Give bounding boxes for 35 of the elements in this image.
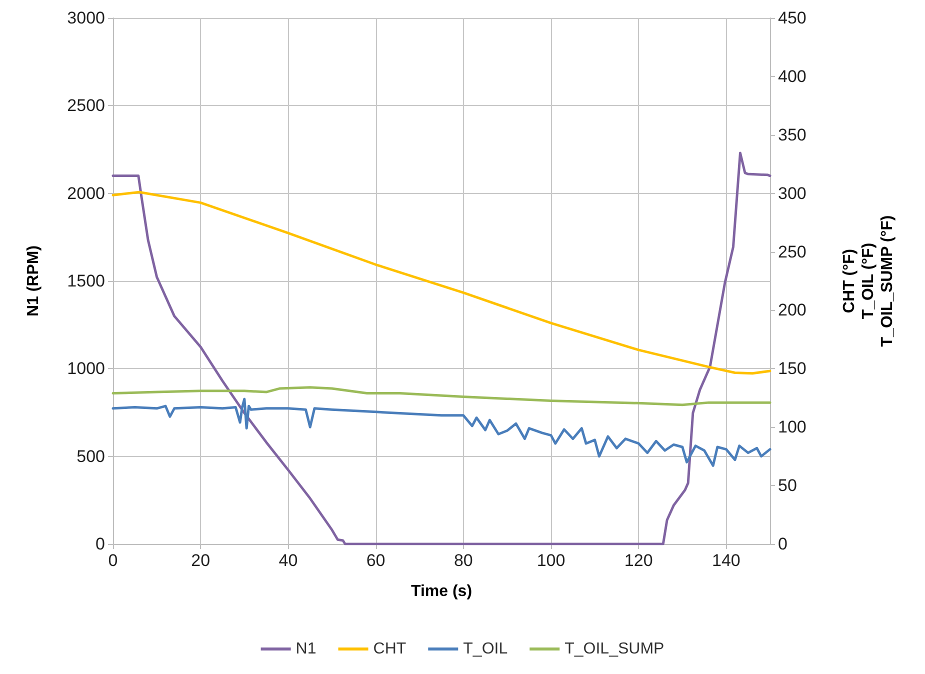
y-tick-label: 500 — [76, 446, 105, 466]
y-axis-title: N1 (RPM) — [25, 245, 42, 317]
legend-label: N1 — [296, 640, 316, 658]
y-tick-label: 2500 — [67, 96, 105, 116]
legend-label: CHT — [373, 640, 406, 658]
x-tick-label: 0 — [108, 551, 118, 570]
y2-tick-label: 450 — [778, 8, 806, 28]
line-series — [112, 190, 772, 375]
x-tick-label: 100 — [536, 551, 566, 570]
y-tick-label: 0 — [96, 534, 105, 554]
x-tick-label: 80 — [454, 551, 473, 570]
y-tick-label: 1000 — [67, 359, 105, 378]
y2-tick-label: 300 — [778, 184, 806, 203]
line-series — [112, 398, 772, 467]
x-tick-label: 60 — [366, 551, 386, 570]
x-tick-label: 140 — [712, 551, 740, 570]
y2-tick-label: 350 — [778, 125, 806, 144]
x-tick-label: 40 — [278, 551, 298, 570]
y2-tick-label: 250 — [778, 242, 806, 262]
x-tick-label: 120 — [624, 551, 653, 570]
legend-label: T_OIL — [463, 640, 508, 658]
y-tick-label: 2000 — [67, 184, 105, 203]
y2-tick-label: 400 — [778, 66, 806, 86]
y2-axis-title: CHT (°F) T_OIL (°F) T_OIL_SUMP (°F) — [841, 215, 896, 347]
line-series — [112, 386, 772, 406]
x-axis-title: Time (s) — [410, 583, 472, 600]
y2-tick-label: 200 — [778, 300, 806, 320]
legend-label: T_OIL_SUMP — [564, 640, 664, 658]
y2-tick-label: 100 — [778, 418, 806, 437]
y-tick-label: 1500 — [67, 272, 105, 290]
y-tick-label: 3000 — [67, 8, 105, 28]
x-tick-label: 20 — [191, 551, 210, 570]
y2-tick-label: 0 — [778, 534, 788, 554]
y2-tick-label: 50 — [778, 476, 797, 496]
y2-tick-label: 150 — [778, 359, 806, 378]
